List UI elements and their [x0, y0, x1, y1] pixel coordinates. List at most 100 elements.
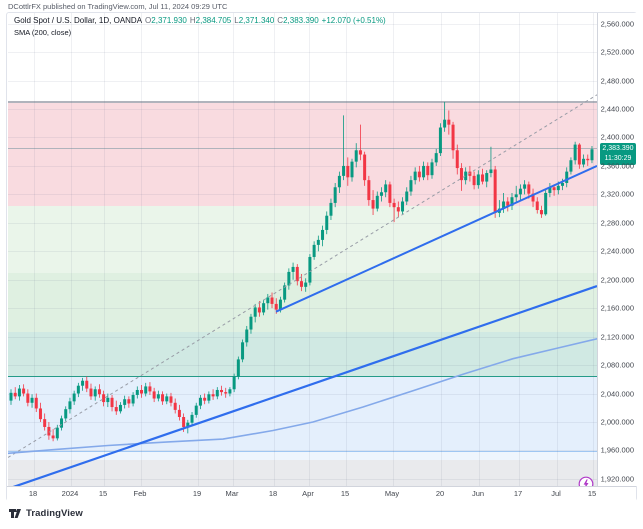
- v-gridline: [479, 13, 480, 486]
- time-tick-label: 15: [587, 489, 597, 498]
- ohlc-value: 2,371.340: [238, 16, 275, 25]
- v-gridline: [34, 13, 35, 486]
- price-tick-label: 2,000.000: [600, 417, 634, 427]
- price-tick-label: 2,400.000: [600, 132, 634, 142]
- time-tick-label: 18: [28, 489, 38, 498]
- price-tick-label: 2,040.000: [600, 389, 634, 399]
- time-tick-label: May: [384, 489, 400, 498]
- price-axis[interactable]: 2,383.390 11:30:29 2,560.000 2,520.000 2,4…: [597, 13, 637, 486]
- h-gridline: [8, 450, 597, 452]
- price-zone: [8, 206, 597, 274]
- h-gridline: [8, 365, 597, 367]
- symbol-title[interactable]: Gold Spot / U.S. Dollar, 1D, OANDA: [14, 16, 143, 25]
- time-tick-label: 19: [192, 489, 202, 498]
- ohlc-value: 2,383.390: [283, 16, 319, 25]
- price-tick-label: 1,960.000: [600, 445, 634, 455]
- price-tick-label: 2,120.000: [600, 332, 634, 342]
- candlestick-chart[interactable]: [8, 13, 597, 486]
- price-tick-label: 2,280.000: [600, 218, 634, 228]
- time-tick-label: Feb: [133, 489, 147, 498]
- h-gridline: [8, 251, 597, 253]
- time-tick-label: 17: [513, 489, 523, 498]
- market-countdown: 11:30:29: [604, 155, 632, 163]
- time-tick-label: Apr: [302, 489, 314, 498]
- time-tick-label: 15: [340, 489, 350, 498]
- tradingview-logo-icon: [9, 509, 21, 518]
- indicator-label-sma[interactable]: SMA (200, close): [14, 28, 72, 37]
- h-gridline: [8, 279, 597, 281]
- ohlc-values: O2,371.930 H2,384.705 L2,371.340 C2,383.390: [142, 16, 319, 25]
- tradingview-logo[interactable]: TradingView: [8, 506, 83, 520]
- h-gridline: [8, 137, 597, 139]
- price-tick-label: 2,520.000: [600, 47, 634, 57]
- v-gridline: [233, 13, 234, 486]
- price-tick-label: 2,160.000: [600, 303, 634, 313]
- price-tick-label: 2,320.000: [600, 189, 634, 199]
- price-tick-label: 2,200.000: [600, 275, 634, 285]
- v-gridline: [309, 13, 310, 486]
- price-zone: [8, 451, 597, 460]
- ohlc-key: H: [189, 16, 196, 25]
- h-gridline: [8, 23, 597, 25]
- v-gridline: [71, 13, 72, 486]
- ohlc-key: L: [234, 16, 239, 25]
- lightning-boost-icon[interactable]: [578, 476, 594, 486]
- price-zone: [8, 377, 597, 452]
- last-price-value: 2,383.390: [602, 145, 634, 153]
- ohlc-value: 2,384.705: [195, 16, 232, 25]
- h-gridline: [8, 165, 597, 167]
- price-tick-label: 2,360.000: [600, 161, 634, 171]
- h-gridline: [8, 194, 597, 196]
- h-gridline: [8, 421, 597, 423]
- v-gridline: [274, 13, 275, 486]
- v-gridline: [557, 13, 558, 486]
- dashed-trendline: [8, 94, 597, 458]
- price-tick-label: 2,440.000: [600, 104, 634, 114]
- change-value: +12.070 (+0.51%): [321, 16, 386, 25]
- price-zone: [8, 459, 597, 486]
- price-tick-label: 2,240.000: [600, 246, 634, 256]
- tradingview-logo-text: TradingView: [26, 507, 83, 519]
- h-gridline: [8, 109, 597, 111]
- price-tick-label: 2,080.000: [600, 360, 634, 370]
- h-gridline: [8, 222, 597, 224]
- v-gridline: [593, 13, 594, 486]
- ohlc-value: 2,371.930: [151, 16, 187, 25]
- h-gridline: [8, 393, 597, 395]
- price-tick-label: 2,480.000: [600, 76, 634, 86]
- price-zone: [8, 148, 597, 207]
- h-gridline: [8, 308, 597, 310]
- chart-widget: Gold Spot / U.S. Dollar, 1D, OANDA O2,371…: [6, 12, 637, 501]
- time-tick-label: Mar: [225, 489, 239, 498]
- time-tick-label: Jul: [551, 489, 561, 498]
- v-gridline: [141, 13, 142, 486]
- symbol-legend[interactable]: Gold Spot / U.S. Dollar, 1D, OANDA O2,371…: [14, 16, 386, 25]
- h-gridline: [8, 478, 597, 480]
- h-gridline: [8, 52, 597, 54]
- time-tick-label: Jun: [471, 489, 485, 498]
- zone-boundary-line: [8, 147, 597, 149]
- time-tick-label: 15: [98, 489, 108, 498]
- time-tick-label: 18: [268, 489, 278, 498]
- price-zone: [8, 101, 597, 149]
- v-gridline: [393, 13, 394, 486]
- zone-boundary-line: [8, 100, 597, 103]
- time-tick-label: 2024: [61, 489, 79, 498]
- attribution-text: DCottlrFX published on TradingView.com, …: [8, 2, 228, 11]
- price-zone: [8, 332, 597, 378]
- v-gridline: [198, 13, 199, 486]
- ohlc-key: C: [277, 16, 284, 25]
- v-gridline: [104, 13, 105, 486]
- price-tick-label: 2,560.000: [600, 19, 634, 29]
- lower-trendline: [12, 285, 597, 486]
- time-axis[interactable]: 18 2024 15 Feb 19 Mar 18 Apr 15 May 20 Jun 17 Jul 15: [7, 486, 636, 501]
- h-gridline: [8, 336, 597, 338]
- upper-trendline: [275, 164, 597, 313]
- chart-plot-area[interactable]: Gold Spot / U.S. Dollar, 1D, OANDA O2,371…: [8, 13, 597, 486]
- last-price-badge: 2,383.390 11:30:29: [600, 143, 636, 166]
- v-gridline: [519, 13, 520, 486]
- candles-layer: [9, 101, 594, 442]
- time-tick-label: 20: [435, 489, 445, 498]
- v-gridline: [441, 13, 442, 486]
